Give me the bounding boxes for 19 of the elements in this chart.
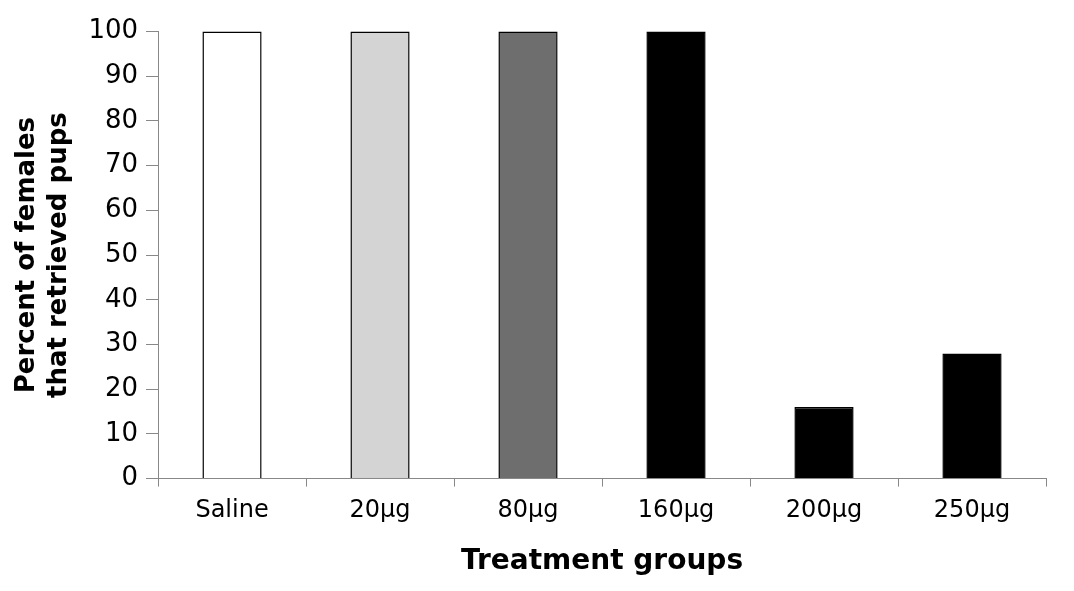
y-tick-label: 100 (88, 14, 139, 45)
x-tick-label: 80µg (497, 495, 559, 524)
y-tick-label: 0 (121, 461, 139, 492)
y-tick-label: 50 (104, 237, 139, 268)
y-tick-label: 30 (104, 327, 139, 358)
y-axis-title: Percent of females that retrieved pups (10, 112, 72, 398)
x-tick-label: 160µg (637, 495, 715, 524)
x-axis-title: Treatment groups (460, 543, 744, 577)
y-tick-label: 40 (104, 282, 139, 313)
y-tick-label: 60 (104, 193, 139, 224)
y-tick-label: 90 (104, 59, 139, 90)
y-tick-label: 70 (104, 148, 139, 179)
x-tick-label: 250µg (933, 495, 1011, 524)
y-tick-label: 80 (104, 103, 139, 134)
y-tick-label: 20 (104, 371, 139, 402)
x-tick-label: 20µg (349, 495, 411, 524)
x-tick-label: Saline (195, 495, 269, 524)
y-tick-label: 10 (104, 416, 139, 447)
x-tick-label: 200µg (785, 495, 863, 524)
